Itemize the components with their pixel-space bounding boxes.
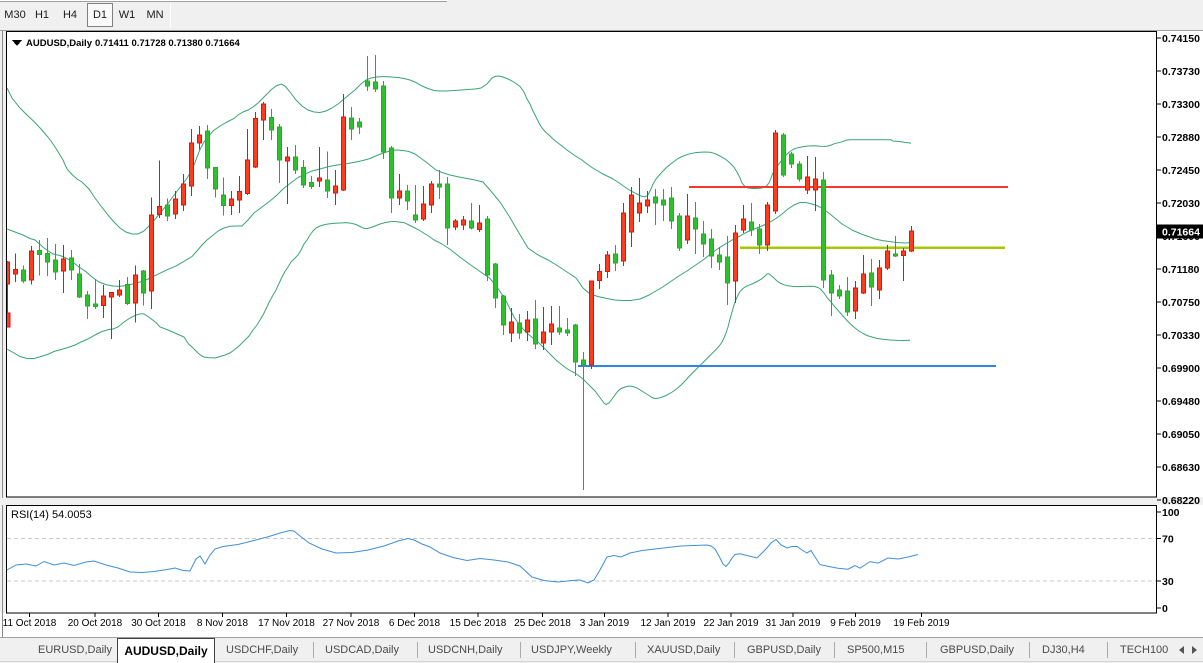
svg-text:8 Nov 2018: 8 Nov 2018 bbox=[197, 618, 249, 629]
svg-text:0.72030: 0.72030 bbox=[1162, 198, 1200, 210]
svg-text:70: 70 bbox=[1162, 534, 1174, 546]
svg-text:17 Nov 2018: 17 Nov 2018 bbox=[258, 618, 315, 629]
svg-text:0.72880: 0.72880 bbox=[1162, 132, 1200, 144]
svg-text:RSI(14) 54.0053: RSI(14) 54.0053 bbox=[11, 509, 92, 521]
svg-text:0: 0 bbox=[1162, 603, 1168, 615]
svg-text:AUDUSD,Daily: AUDUSD,Daily bbox=[26, 38, 93, 49]
svg-text:0.71180: 0.71180 bbox=[1162, 264, 1200, 276]
svg-text:0.70750: 0.70750 bbox=[1162, 297, 1200, 309]
svg-text:19 Feb 2019: 19 Feb 2019 bbox=[893, 618, 950, 629]
svg-text:0.69900: 0.69900 bbox=[1162, 363, 1200, 375]
svg-text:9 Feb 2019: 9 Feb 2019 bbox=[830, 618, 881, 629]
svg-text:0.69050: 0.69050 bbox=[1162, 429, 1200, 441]
svg-text:12 Jan 2019: 12 Jan 2019 bbox=[640, 618, 695, 629]
svg-text:25 Dec 2018: 25 Dec 2018 bbox=[514, 618, 571, 629]
svg-text:0.73300: 0.73300 bbox=[1162, 99, 1200, 111]
svg-text:31 Jan 2019: 31 Jan 2019 bbox=[765, 618, 820, 629]
svg-text:0.72450: 0.72450 bbox=[1162, 165, 1200, 177]
svg-text:30 Oct 2018: 30 Oct 2018 bbox=[131, 618, 186, 629]
svg-text:0.69480: 0.69480 bbox=[1162, 396, 1200, 408]
svg-text:11 Oct 2018: 11 Oct 2018 bbox=[3, 618, 57, 629]
svg-text:0.68220: 0.68220 bbox=[1162, 495, 1200, 507]
svg-text:3 Jan 2019: 3 Jan 2019 bbox=[580, 618, 630, 629]
svg-text:0.71664: 0.71664 bbox=[1162, 227, 1200, 239]
svg-text:0.70330: 0.70330 bbox=[1162, 330, 1200, 342]
svg-text:20 Oct 2018: 20 Oct 2018 bbox=[68, 618, 123, 629]
svg-text:0.68630: 0.68630 bbox=[1162, 462, 1200, 474]
svg-text:0.73730: 0.73730 bbox=[1162, 66, 1200, 78]
svg-text:100: 100 bbox=[1162, 507, 1180, 519]
svg-text:0.71411 0.71728 0.71380 0.7166: 0.71411 0.71728 0.71380 0.71664 bbox=[95, 38, 240, 49]
svg-text:22 Jan 2019: 22 Jan 2019 bbox=[703, 618, 758, 629]
svg-text:15 Dec 2018: 15 Dec 2018 bbox=[450, 618, 507, 629]
svg-text:0.74150: 0.74150 bbox=[1162, 33, 1200, 45]
svg-text:27 Nov 2018: 27 Nov 2018 bbox=[323, 618, 380, 629]
svg-text:6 Dec 2018: 6 Dec 2018 bbox=[389, 618, 441, 629]
svg-text:30: 30 bbox=[1162, 576, 1174, 588]
